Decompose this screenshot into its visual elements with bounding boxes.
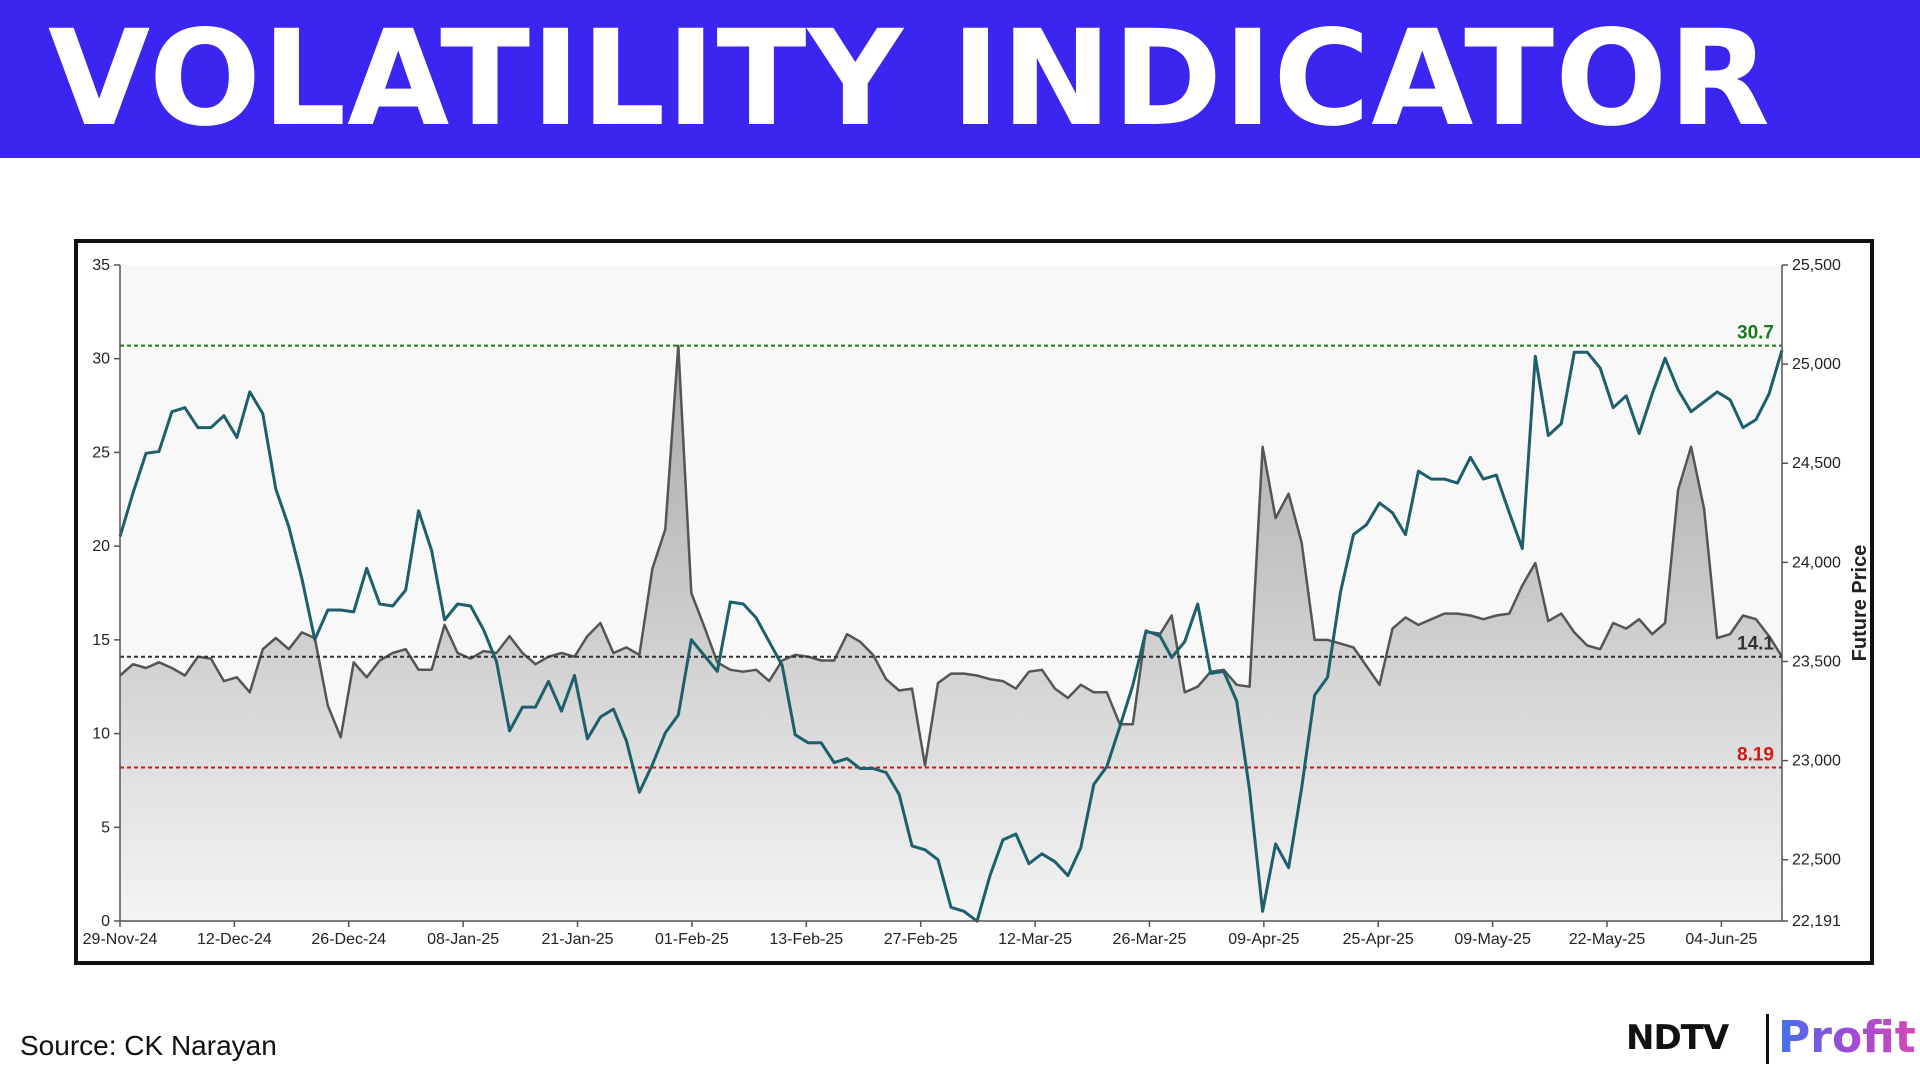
x-tick-label-22-May-25: 22-May-25 <box>1569 931 1646 948</box>
volatility-line <box>119 344 1784 767</box>
logo-ndtv-text: NDTV <box>1626 1018 1729 1058</box>
right-tick-label-24,000: 24,000 <box>1792 554 1841 571</box>
x-tick-label-27-Feb-25: 27-Feb-25 <box>884 931 958 948</box>
level-label-8.19: 8.19 <box>1737 744 1774 765</box>
x-tick-label-25-Apr-25: 25-Apr-25 <box>1343 931 1414 948</box>
volatility-chart: 30.7 14.1 8.19 35 30 25 20 15 10 5 0 25,500 25,000 24… <box>74 239 1874 965</box>
right-tick-label-24,500: 24,500 <box>1792 455 1841 472</box>
left-tick-label-0: 0 <box>101 913 110 930</box>
x-tick-label-13-Feb-25: 13-Feb-25 <box>769 931 843 948</box>
source-note: Source: CK Narayan <box>20 1030 277 1061</box>
left-tick-label-15: 15 <box>92 632 110 649</box>
future-price-line <box>118 349 1784 923</box>
x-tick-label-12-Dec-24: 12-Dec-24 <box>197 931 272 948</box>
right-tick-label-22,500: 22,500 <box>1792 852 1841 869</box>
level-label-14.1: 14.1 <box>1737 634 1774 655</box>
right-tick-label-25,000: 25,000 <box>1792 356 1841 373</box>
right-axis-title: Future Price <box>1849 545 1871 662</box>
ndtv-profit-logo: NDTV Profit <box>1626 1012 1916 1068</box>
x-tick-label-26-Dec-24: 26-Dec-24 <box>311 931 386 948</box>
x-tick-label-12-Mar-25: 12-Mar-25 <box>998 931 1072 948</box>
volatility-area <box>120 345 1782 922</box>
x-tick-label-21-Jan-25: 21-Jan-25 <box>542 931 614 948</box>
x-tick-label-01-Feb-25: 01-Feb-25 <box>655 931 729 948</box>
right-tick-label-22,191: 22,191 <box>1792 913 1841 930</box>
left-tick-label-30: 30 <box>92 351 110 368</box>
x-tick-label-26-Mar-25: 26-Mar-25 <box>1113 931 1187 948</box>
right-tick-label-23,000: 23,000 <box>1792 753 1841 770</box>
left-tick-label-10: 10 <box>92 726 110 743</box>
left-tick-label-20: 20 <box>92 538 110 555</box>
banner: VOLATILITY INDICATOR <box>0 0 1920 158</box>
x-tick-label-09-May-25: 09-May-25 <box>1454 931 1531 948</box>
x-tick-label-04-Jun-25: 04-Jun-25 <box>1685 931 1757 948</box>
x-tick-label-09-Apr-25: 09-Apr-25 <box>1228 931 1299 948</box>
right-tick-label-23,500: 23,500 <box>1792 653 1841 670</box>
logo-divider <box>1766 1014 1769 1064</box>
left-tick-label-35: 35 <box>92 257 110 274</box>
logo-profit-text: Profit <box>1778 1012 1916 1063</box>
level-label-30.7: 30.7 <box>1737 323 1774 344</box>
banner-title: VOLATILITY INDICATOR <box>48 2 1771 156</box>
left-tick-label-5: 5 <box>101 819 110 836</box>
x-tick-label-29-Nov-24: 29-Nov-24 <box>83 931 158 948</box>
x-tick-label-08-Jan-25: 08-Jan-25 <box>427 931 499 948</box>
left-tick-label-25: 25 <box>92 444 110 461</box>
right-tick-label-25,500: 25,500 <box>1792 257 1841 274</box>
